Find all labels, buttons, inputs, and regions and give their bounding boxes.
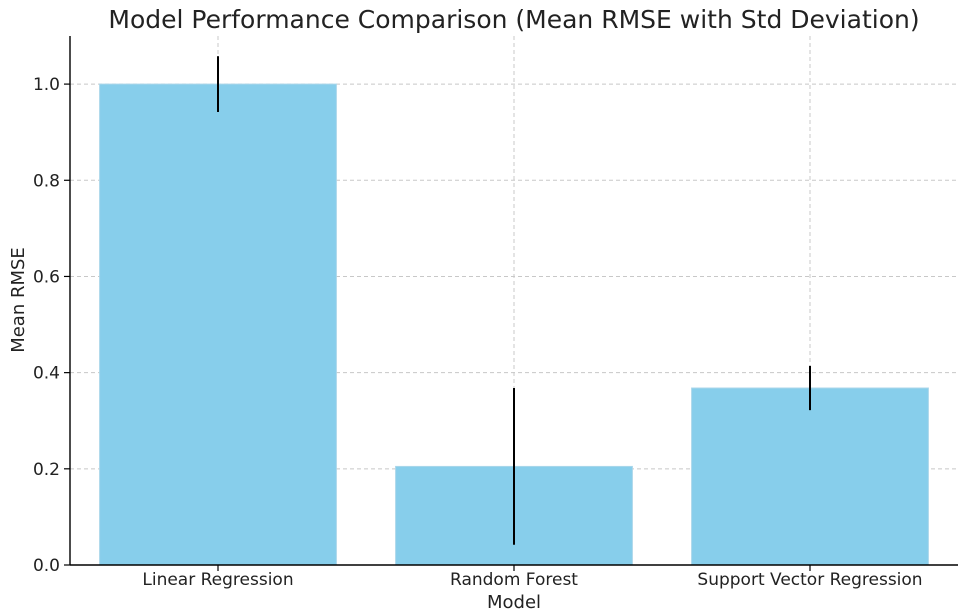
y-tick-label: 0.2 [33, 460, 60, 480]
axes [64, 36, 958, 571]
x-tick-label: Linear Regression [142, 570, 293, 590]
error-bars [217, 56, 811, 545]
y-tick-labels: 0.0 0.2 0.4 0.6 0.8 1.0 [33, 75, 60, 576]
y-axis-label: Mean RMSE [8, 247, 29, 353]
x-axis-label: Model [487, 592, 541, 612]
y-tick-label: 1.0 [33, 75, 60, 95]
x-tick-label: Random Forest [450, 570, 578, 590]
y-tick-label: 0.0 [33, 556, 60, 576]
y-tick-label: 0.6 [33, 267, 60, 287]
y-tick-label: 0.4 [33, 364, 60, 384]
x-tick-label: Support Vector Regression [697, 570, 922, 590]
chart-title: Model Performance Comparison (Mean RMSE … [108, 5, 919, 34]
bar-linear-regression [99, 83, 337, 566]
x-tick-labels: Linear Regression Random Forest Support Ve… [142, 570, 922, 590]
bar-support-vector-regression [691, 387, 929, 566]
bars [99, 83, 929, 566]
y-tick-label: 0.8 [33, 171, 60, 191]
